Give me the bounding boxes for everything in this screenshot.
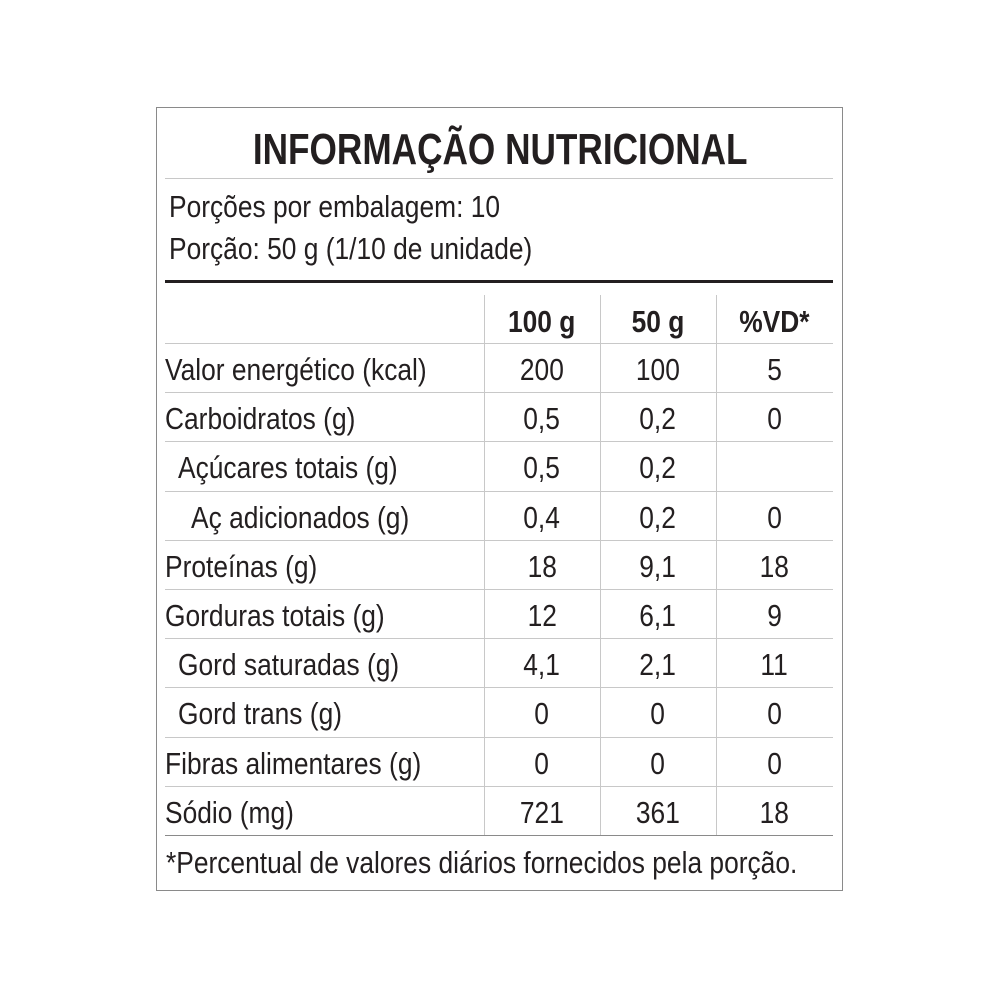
nutrient-label: Gorduras totais (g): [165, 598, 385, 633]
thick-divider: [165, 280, 833, 283]
value-vd: 0: [767, 499, 782, 535]
value-100g: 4,1: [523, 647, 561, 683]
value-vd: 11: [760, 647, 789, 683]
value-100g: 0: [534, 745, 550, 781]
nutrient-label: Fibras alimentares (g): [165, 745, 422, 781]
table-row: Aç adicionados (g) 0,4 0,2 0: [0, 491, 1000, 540]
table-row: Sódio (mg) 721 361 18: [0, 786, 1000, 835]
row-divider: [165, 539, 833, 541]
row-divider: [165, 343, 833, 344]
table-row: Gord saturadas (g) 4,1 2,1 11: [0, 638, 1000, 687]
value-50g: 6,1: [639, 598, 677, 633]
row-divider: [165, 392, 833, 394]
value-100g: 18: [527, 548, 557, 584]
value-50g: 100: [636, 352, 680, 387]
value-100g: 0,5: [523, 450, 561, 486]
column-divider: [600, 295, 601, 835]
value-50g: 9,1: [639, 548, 677, 584]
nutrient-label: Gord trans (g): [178, 696, 343, 732]
value-100g: 0,5: [523, 401, 561, 437]
table-row: Fibras alimentares (g) 0 0 0: [0, 737, 1000, 786]
row-divider: [165, 638, 833, 640]
table-row: Proteínas (g) 18 9,1 18: [0, 540, 1000, 589]
nutrition-label-frame: [156, 107, 843, 891]
header-vd: %VD*: [739, 304, 810, 339]
value-100g: 12: [527, 598, 557, 633]
table-header: 100 g 50 g %VD*: [0, 295, 1000, 344]
value-50g: 0,2: [639, 499, 677, 535]
value-100g: 0,4: [523, 499, 561, 535]
value-100g: 721: [520, 794, 564, 830]
row-divider: [165, 589, 833, 590]
value-vd: 9: [767, 598, 782, 633]
row-divider: [165, 490, 833, 492]
value-vd: 5: [767, 352, 782, 387]
value-vd: 18: [759, 794, 790, 830]
label-title: INFORMAÇÃO NUTRICIONAL: [252, 125, 748, 174]
table-row: Carboidratos (g) 0,5 0,2 0: [0, 392, 1000, 441]
column-divider: [484, 295, 485, 835]
value-50g: 2,1: [639, 647, 677, 683]
value-vd: 0: [767, 696, 782, 732]
table-row: Açúcares totais (g) 0,5 0,2: [0, 441, 1000, 490]
row-divider: [165, 687, 833, 689]
value-50g: 0: [650, 745, 666, 781]
servings-per-package: Porções por embalagem: 10: [169, 189, 501, 224]
column-divider: [716, 295, 717, 835]
nutrient-label: Carboidratos (g): [165, 401, 356, 437]
value-50g: 361: [636, 794, 680, 830]
table-row: Gord trans (g) 0 0 0: [0, 687, 1000, 736]
nutrient-label: Aç adicionados (g): [191, 499, 410, 535]
value-vd: 0: [767, 401, 782, 437]
value-100g: 0: [534, 696, 550, 732]
nutrient-label: Valor energético (kcal): [165, 352, 427, 387]
table-row: Valor energético (kcal) 200 100 5: [0, 343, 1000, 392]
serving-size: Porção: 50 g (1/10 de unidade): [169, 231, 533, 266]
nutrient-label: Gord saturadas (g): [178, 647, 400, 683]
value-vd: 18: [759, 548, 790, 584]
value-vd: 0: [767, 745, 782, 781]
footnote: *Percentual de valores diários fornecido…: [166, 845, 798, 880]
header-50g: 50 g: [631, 304, 685, 339]
row-divider: [165, 785, 833, 787]
value-50g: 0,2: [639, 450, 677, 486]
value-100g: 200: [520, 352, 564, 387]
nutrient-label: Proteínas (g): [165, 548, 318, 584]
nutrient-label: Açúcares totais (g): [178, 450, 398, 486]
row-divider: [165, 736, 833, 738]
row-divider: [165, 441, 833, 443]
value-50g: 0: [650, 696, 666, 732]
table-row: Gorduras totais (g) 12 6,1 9: [0, 589, 1000, 638]
divider: [165, 835, 833, 836]
value-vd: [716, 450, 833, 486]
divider: [165, 178, 833, 179]
value-50g: 0,2: [639, 401, 677, 437]
nutrient-label: Sódio (mg): [165, 794, 294, 830]
header-100g: 100 g: [508, 304, 576, 339]
